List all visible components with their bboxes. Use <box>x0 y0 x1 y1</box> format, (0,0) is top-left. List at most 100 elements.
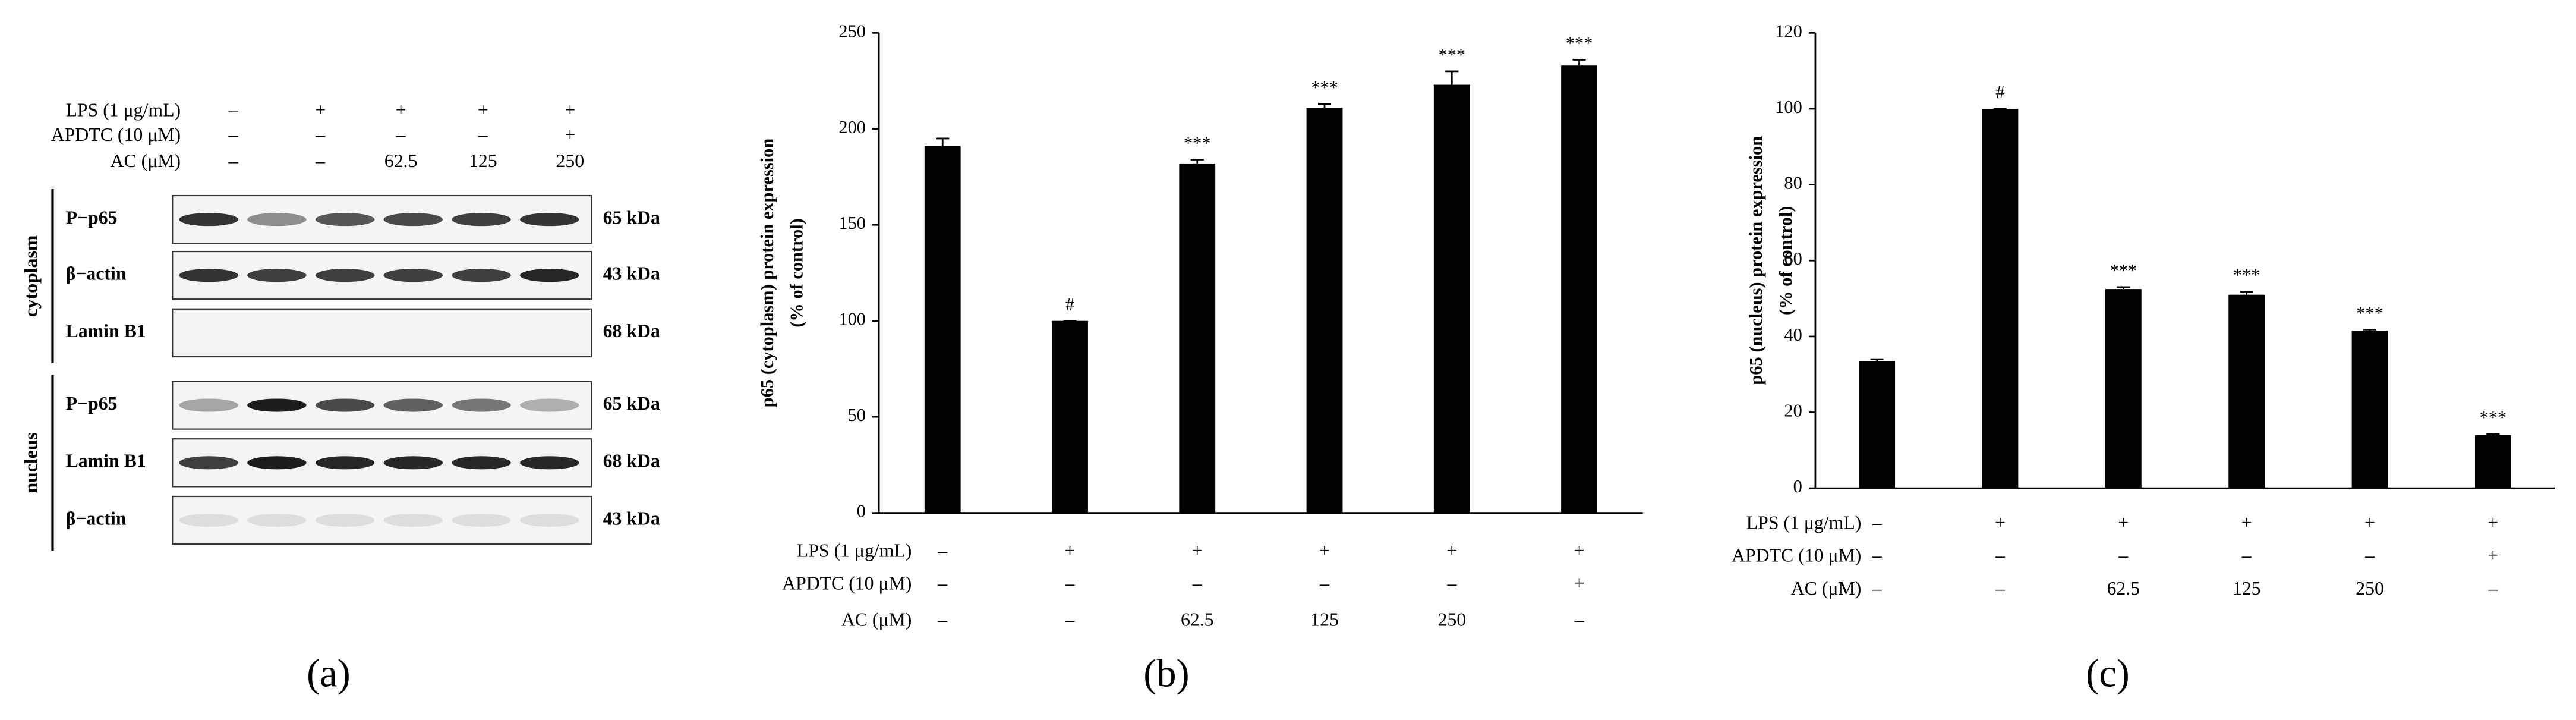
blot-band <box>520 456 579 470</box>
condition-value: – <box>1192 573 1203 594</box>
error-bar <box>1190 159 1204 164</box>
fraction-label: nucleus <box>21 432 42 493</box>
fraction-label: cytoplasm <box>21 235 42 317</box>
blot-band <box>383 269 443 282</box>
significance-label: *** <box>2480 407 2507 427</box>
bar <box>1306 108 1343 513</box>
bar <box>1561 65 1597 513</box>
blot-band <box>452 513 511 527</box>
condition-value: + <box>1995 512 2006 533</box>
condition-value: – <box>315 124 326 145</box>
y-axis-label: (% of control) <box>1776 206 1796 315</box>
condition-label: APDTC (10 μM) <box>1732 545 1861 566</box>
error-bar <box>2486 433 2500 435</box>
significance-label: *** <box>2233 265 2260 285</box>
error-bar <box>1870 358 1884 361</box>
significance-label: *** <box>2356 303 2383 323</box>
condition-value: + <box>1574 540 1585 561</box>
panel-label: (b) <box>1143 652 1189 695</box>
condition-label: AC (μM) <box>1791 578 1862 599</box>
condition-value: + <box>2118 512 2129 533</box>
condition-value: + <box>2487 545 2498 566</box>
panel-label: (c) <box>2086 652 2130 695</box>
condition-value: 250 <box>1437 609 1466 630</box>
condition-value: + <box>1192 540 1203 561</box>
error-bar <box>1572 59 1586 66</box>
blot-band <box>179 269 238 282</box>
bar <box>2474 435 2511 489</box>
protein-label: P−p65 <box>66 207 118 228</box>
blot-band <box>520 213 579 227</box>
y-axis-label: (% of control) <box>787 218 807 328</box>
condition-value: + <box>1065 540 1076 561</box>
significance-label: *** <box>1311 77 1338 98</box>
condition-value: 250 <box>556 150 585 171</box>
blot-band <box>247 513 307 527</box>
protein-label: β−actin <box>66 263 127 284</box>
y-tick-label: 100 <box>1775 97 1802 117</box>
blot-band <box>315 213 375 227</box>
protein-label: P−p65 <box>66 393 118 414</box>
blot-band <box>247 398 307 412</box>
condition-value: + <box>565 124 575 145</box>
protein-label: β−actin <box>66 508 127 529</box>
condition-value: – <box>1446 573 1457 594</box>
y-tick-label: 0 <box>1793 476 1802 496</box>
condition-value: + <box>396 99 406 120</box>
blot-band <box>520 398 579 412</box>
y-tick-label: 150 <box>838 213 866 233</box>
y-axis-label: p65 (cytoplasm) protein expression <box>757 139 777 408</box>
size-label: 43 kDa <box>603 263 660 284</box>
protein-label: Lamin B1 <box>66 320 146 341</box>
blot-band <box>315 456 375 470</box>
panel-label: (a) <box>307 652 351 695</box>
blot-band <box>179 513 238 527</box>
significance-label: *** <box>1566 33 1593 54</box>
blot-band <box>247 456 307 470</box>
bar <box>2351 331 2388 489</box>
y-tick-label: 40 <box>1784 325 1802 345</box>
bar <box>1982 108 2019 489</box>
size-label: 65 kDa <box>603 207 660 228</box>
condition-value: – <box>396 124 406 145</box>
bar <box>1433 84 1470 513</box>
condition-value: – <box>2364 545 2375 566</box>
condition-value: – <box>1872 578 1883 599</box>
condition-value: – <box>478 124 488 145</box>
y-tick-label: 200 <box>838 117 866 137</box>
condition-value: 125 <box>2233 578 2261 599</box>
y-tick-label: 120 <box>1775 21 1802 41</box>
condition-value: + <box>315 99 326 120</box>
bar <box>1052 320 1088 513</box>
blot-band <box>315 269 375 282</box>
y-tick-label: 0 <box>857 501 866 521</box>
condition-value: – <box>315 150 326 171</box>
error-bar <box>1445 70 1459 85</box>
condition-value: + <box>565 99 575 120</box>
condition-value: + <box>1319 540 1330 561</box>
blot-band <box>383 213 443 227</box>
bar <box>924 146 961 513</box>
blot-band <box>247 213 307 227</box>
blot-strip <box>172 495 592 545</box>
size-label: 68 kDa <box>603 320 660 341</box>
condition-value: – <box>1995 545 2006 566</box>
blot-band <box>452 456 511 470</box>
condition-value: – <box>1872 545 1883 566</box>
condition-label: LPS (1 μg/mL) <box>1746 512 1862 533</box>
bar <box>2105 289 2142 489</box>
significance-label: # <box>1065 294 1074 315</box>
blot-strip <box>172 308 592 358</box>
condition-value: – <box>1065 609 1076 630</box>
blot-band <box>383 513 443 527</box>
blot-band <box>179 456 238 470</box>
error-bar <box>2363 329 2377 331</box>
condition-value: – <box>2118 545 2129 566</box>
bar <box>1179 163 1216 513</box>
condition-value: – <box>2487 578 2498 599</box>
size-label: 43 kDa <box>603 508 660 529</box>
condition-value: – <box>1065 573 1076 594</box>
condition-value: – <box>1995 578 2006 599</box>
significance-label: *** <box>1184 133 1211 153</box>
